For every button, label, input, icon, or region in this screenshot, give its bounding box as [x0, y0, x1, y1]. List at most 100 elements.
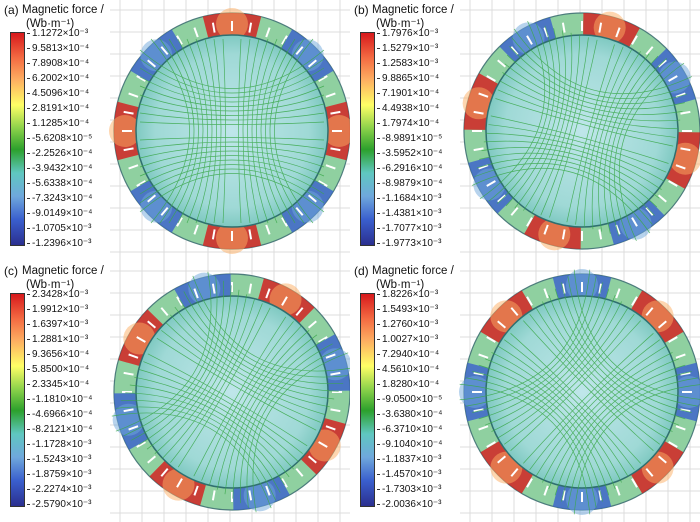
stator-slots [122, 21, 342, 241]
field-lines [472, 21, 692, 241]
colorbar-tick-label: 6.2002×10⁻⁴ [26, 73, 90, 84]
colorbar-tick-label: 1.6397×10⁻³ [26, 319, 89, 330]
colorbar-tick-label: 1.1272×10⁻³ [26, 28, 89, 39]
colorbar-tick-label: -1.4381×10⁻³ [377, 208, 442, 219]
colorbar-tick-label: 7.8908×10⁻⁴ [26, 58, 90, 69]
colorbar-tick-label: 5.8500×10⁻⁴ [26, 364, 90, 375]
colorbar-title: Magnetic force / (Wb·m⁻¹) [22, 3, 104, 31]
colorbar-tick-label: -1.1810×10⁻⁴ [26, 394, 93, 405]
colorbar-tick-label: -3.9432×10⁻⁴ [26, 163, 93, 174]
colorbar-tick-label: -1.7303×10⁻³ [377, 484, 442, 495]
colorbar-tick-label: -1.0705×10⁻³ [27, 223, 92, 234]
colorbar-tick-label: 1.7974×10⁻⁴ [376, 118, 440, 129]
colorbar-title: Magnetic force / (Wb·m⁻¹) [372, 3, 454, 31]
field-lines [459, 269, 700, 515]
colorbar-tick-label: 9.5813×10⁻⁴ [26, 43, 90, 54]
colorbar-tick-label: -1.4570×10⁻³ [377, 469, 442, 480]
colorbar-tick-label: 2.3428×10⁻³ [26, 289, 89, 300]
colorbar-tick-label: -4.6966×10⁻⁴ [26, 409, 93, 420]
colorbar-tick-label: -9.0500×10⁻⁵ [376, 394, 443, 405]
rotor-region [135, 34, 329, 228]
rotor-region [135, 295, 329, 489]
colorbar-tick-label: -6.2916×10⁻⁴ [376, 163, 443, 174]
panel-label: (a) [4, 3, 19, 17]
panel-b: (b) Magnetic force / (Wb·m⁻¹) 1.7976×10⁻³ 1.… [350, 0, 700, 261]
colorbar-tick-label: 9.3656×10⁻⁴ [26, 349, 90, 360]
colorbar-tick-label: -8.9879×10⁻⁴ [376, 178, 443, 189]
motor-field-plot [460, 0, 700, 261]
colorbar-tick-label: -2.0036×10⁻³ [377, 499, 442, 510]
panel-label: (b) [354, 3, 369, 17]
colorbar-tick-label: -3.6380×10⁻⁴ [376, 409, 443, 420]
panel-label: (d) [354, 264, 369, 278]
colorbar-tick-label: -9.0149×10⁻⁴ [26, 208, 93, 219]
colorbar-title-line1: Magnetic force / [372, 265, 454, 277]
colorbar-tick-label: -2.2526×10⁻⁴ [26, 148, 93, 159]
motor-field-plot [110, 261, 350, 522]
panel-c: (c) Magnetic force / (Wb·m⁻¹) 2.3428×10⁻³ 1.… [0, 261, 350, 522]
colorbar-tick-label: 4.5610×10⁻⁴ [376, 364, 440, 375]
colorbar-tick-label: -5.6338×10⁻⁴ [26, 178, 93, 189]
panel-a: (a) Magnetic force / (Wb·m⁻¹) 1.1272×10⁻³ 9.… [0, 0, 350, 261]
colorbar-tick-label: 1.2760×10⁻³ [376, 319, 439, 330]
colorbar-tick-label: -7.3243×10⁻⁴ [26, 193, 93, 204]
field-lines [111, 271, 350, 513]
colorbar-title-line2: (Wb·m⁻¹) [26, 18, 75, 30]
colorbar-tick-label: 1.9912×10⁻³ [26, 304, 89, 315]
colorbar-tick-label: -1.1837×10⁻³ [377, 454, 442, 465]
colorbar-tick-label: 1.0027×10⁻³ [376, 334, 439, 345]
colorbar-tick-label: 1.1285×10⁻⁴ [26, 118, 90, 129]
colorbar-tick-label: -3.5952×10⁻⁴ [376, 148, 443, 159]
colorbar-tick-label: 4.4938×10⁻⁴ [376, 103, 440, 114]
colorbar [10, 293, 25, 507]
colorbar-tick-label: 1.5493×10⁻³ [376, 304, 439, 315]
colorbar [10, 32, 25, 246]
colorbar-tick-label: -8.9891×10⁻⁵ [376, 133, 443, 144]
colorbar-tick-label: 2.8191×10⁻⁴ [26, 103, 90, 114]
colorbar-title-line1: Magnetic force / [372, 4, 454, 16]
colorbar-title-line1: Magnetic force / [22, 265, 104, 277]
stator-slots [122, 282, 342, 502]
colorbar-tick-label: 1.2583×10⁻³ [376, 58, 439, 69]
rotor-region [485, 34, 679, 228]
colorbar-tick-label: -9.1040×10⁻⁴ [376, 439, 443, 450]
colorbar-tick-label: -1.9773×10⁻³ [377, 238, 442, 249]
colorbar-tick-label: -8.2121×10⁻⁴ [26, 424, 93, 435]
colorbar-tick-label: -5.6208×10⁻⁵ [26, 133, 93, 144]
colorbar-tick-label: -1.2396×10⁻³ [27, 238, 92, 249]
colorbar-tick-label: 9.8865×10⁻⁴ [376, 73, 440, 84]
colorbar-tick-label: 1.8280×10⁻⁴ [376, 379, 440, 390]
colorbar-title-line2: (Wb·m⁻¹) [26, 279, 75, 291]
colorbar-title: Magnetic force / (Wb·m⁻¹) [372, 264, 454, 292]
colorbar-tick-label: 2.3345×10⁻⁴ [26, 379, 90, 390]
stator-slots [472, 21, 692, 241]
colorbar-tick-label: -2.5790×10⁻³ [27, 499, 92, 510]
colorbar-tick-label: -1.1684×10⁻³ [377, 193, 442, 204]
colorbar [360, 293, 375, 507]
stator-slots [472, 282, 692, 502]
colorbar-tick-label: -1.7077×10⁻³ [377, 223, 442, 234]
colorbar-tick-label: -1.8759×10⁻³ [27, 469, 92, 480]
colorbar-tick-label: 1.8226×10⁻³ [376, 289, 439, 300]
colorbar-title: Magnetic force / (Wb·m⁻¹) [22, 264, 104, 292]
colorbar-tick-label: 1.2881×10⁻³ [26, 334, 89, 345]
motor-field-plot [459, 261, 700, 522]
colorbar-tick-label: 1.7976×10⁻³ [376, 28, 439, 39]
colorbar-tick-label: 4.5096×10⁻⁴ [26, 88, 90, 99]
colorbar [360, 32, 375, 246]
colorbar-title-line2: (Wb·m⁻¹) [376, 18, 425, 30]
colorbar-tick-label: 7.1901×10⁻⁴ [376, 88, 440, 99]
colorbar-tick-label: -6.3710×10⁻⁴ [376, 424, 443, 435]
panel-d: (d) Magnetic force / (Wb·m⁻¹) 1.8226×10⁻³ 1.… [350, 261, 700, 522]
colorbar-title-line2: (Wb·m⁻¹) [376, 279, 425, 291]
colorbar-tick-label: -1.5243×10⁻³ [27, 454, 92, 465]
colorbar-title-line1: Magnetic force / [22, 4, 104, 16]
colorbar-tick-label: 7.2940×10⁻⁴ [376, 349, 440, 360]
panel-label: (c) [4, 264, 18, 278]
colorbar-tick-label: 1.5279×10⁻³ [376, 43, 439, 54]
colorbar-tick-label: -1.1728×10⁻³ [27, 439, 92, 450]
motor-field-plot [109, 0, 350, 261]
field-lines [139, 38, 325, 224]
colorbar-tick-label: -2.2274×10⁻³ [27, 484, 92, 495]
